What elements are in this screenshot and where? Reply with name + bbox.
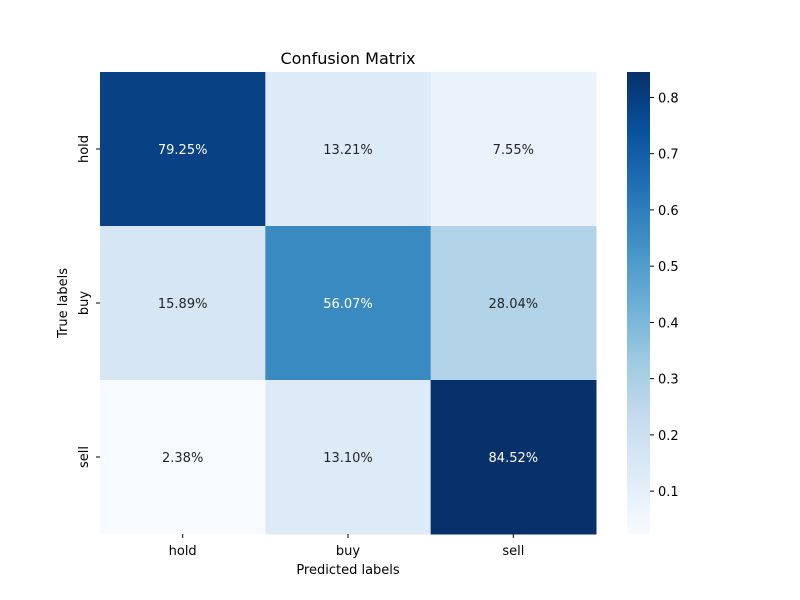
x-tick-label-2: sell	[502, 544, 524, 559]
x-tick-label-1: buy	[336, 544, 360, 559]
heatmap-cell-1-0	[100, 226, 266, 381]
cell-label-0-2: 7.55%	[493, 143, 534, 158]
x-tick-label-0: hold	[169, 544, 197, 559]
colorbar-tick-label-0: 0.1	[658, 485, 679, 500]
colorbar-tick-label-3: 0.4	[658, 316, 679, 331]
cell-label-0-1: 13.21%	[323, 143, 373, 158]
heatmap-cells: 79.25% 13.21% 7.55% 15.89% 56.07% 28.04% 2.38%…	[100, 72, 597, 535]
colorbar-ticks: 0.1 0.2 0.3 0.4 0.5 0.6 0.7 0.8	[650, 91, 679, 500]
heatmap-cell-0-2	[430, 72, 597, 227]
cell-label-2-0: 2.38%	[162, 451, 203, 466]
heatmap-cell-1-1	[265, 226, 432, 381]
colorbar	[627, 72, 650, 534]
cell-label-1-0: 15.89%	[158, 297, 208, 312]
colorbar-tick-label-5: 0.6	[658, 204, 679, 219]
colorbar-tick-label-2: 0.3	[658, 373, 679, 388]
x-axis-label: Predicted labels	[296, 563, 400, 578]
cell-label-0-0: 79.25%	[158, 143, 208, 158]
colorbar-tick-label-1: 0.2	[658, 429, 679, 444]
heatmap-cell-1-2	[430, 226, 597, 381]
x-axis: hold buy sell	[169, 534, 524, 559]
heatmap-cell-2-0	[100, 380, 266, 535]
cell-label-2-2: 84.52%	[489, 451, 539, 466]
colorbar-tick-label-6: 0.7	[658, 148, 679, 163]
cell-label-1-2: 28.04%	[489, 297, 539, 312]
colorbar-tick-label-4: 0.5	[658, 260, 679, 275]
y-axis: hold buy sell	[77, 135, 100, 468]
cell-label-1-1: 56.07%	[323, 297, 373, 312]
heatmap-cell-2-2	[430, 380, 597, 535]
heatmap-cell-0-1	[265, 72, 432, 227]
chart-title: Confusion Matrix	[280, 49, 415, 68]
cell-label-2-1: 13.10%	[323, 451, 373, 466]
y-tick-label-1: buy	[77, 291, 92, 315]
y-axis-label: True labels	[56, 268, 71, 339]
heatmap-cell-0-0	[100, 72, 266, 227]
y-tick-label-0: hold	[77, 135, 92, 163]
heatmap-cell-2-1	[265, 380, 432, 535]
y-tick-label-2: sell	[77, 446, 92, 468]
colorbar-tick-label-7: 0.8	[658, 91, 679, 106]
